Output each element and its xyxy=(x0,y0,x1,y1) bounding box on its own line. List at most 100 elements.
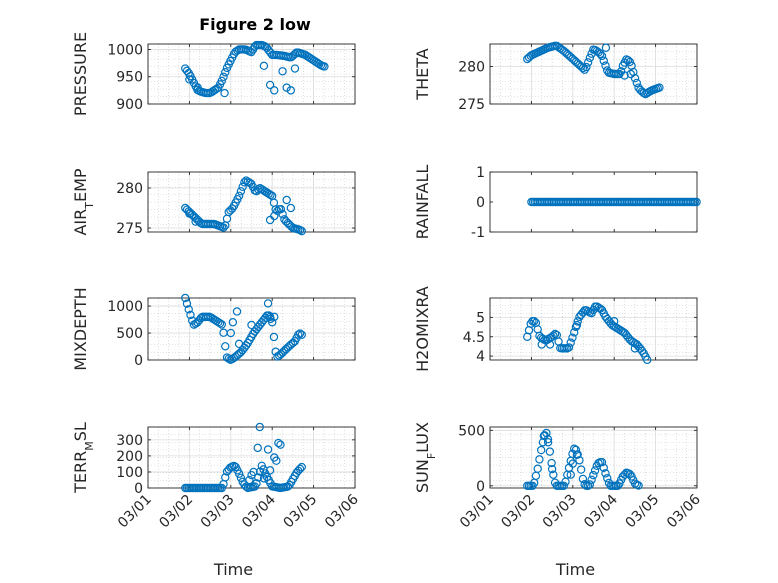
y-tick-label: 100 xyxy=(116,465,143,481)
subplot-pressure: 900 950 1000 PRESSURE xyxy=(71,32,356,116)
y-axis-label: H2OMIXRA xyxy=(413,286,432,372)
data-point xyxy=(547,464,557,474)
data-point xyxy=(282,83,291,92)
data-point xyxy=(601,469,610,478)
data-point xyxy=(535,455,544,464)
data-point xyxy=(221,68,230,77)
data-point xyxy=(286,86,296,95)
series-markers xyxy=(181,293,306,364)
data-point xyxy=(263,445,273,454)
subplot-mixdepth: 0 500 1000 MIXDEPTH xyxy=(71,287,356,371)
y-axis-label: THETA xyxy=(413,48,432,100)
y-tick-label: 0 xyxy=(476,195,485,211)
data-point xyxy=(236,473,246,482)
data-point xyxy=(272,456,281,465)
data-point xyxy=(219,72,228,82)
data-point xyxy=(259,61,269,71)
y-axis-label: RAINFALL xyxy=(413,165,432,240)
data-point xyxy=(626,69,635,79)
data-point xyxy=(630,344,640,353)
y-tick-label: 1000 xyxy=(107,42,143,58)
y-axis-label: SUNFLUX xyxy=(413,422,438,493)
data-point xyxy=(566,470,575,479)
data-point xyxy=(549,331,558,340)
data-point xyxy=(629,67,638,77)
data-point xyxy=(226,328,235,338)
data-point xyxy=(276,440,285,449)
data-point xyxy=(181,293,190,303)
data-point xyxy=(184,305,193,314)
series-markers xyxy=(181,422,306,493)
data-point xyxy=(549,470,558,479)
data-point xyxy=(182,299,192,308)
data-point xyxy=(576,465,586,474)
series-markers xyxy=(181,40,329,98)
data-point xyxy=(215,319,225,328)
y-tick-label: 5 xyxy=(476,310,485,326)
data-point xyxy=(278,67,287,76)
y-tick-label: 900 xyxy=(116,97,143,113)
data-point xyxy=(191,217,200,226)
y-tick-label: 280 xyxy=(116,181,143,197)
data-point xyxy=(589,470,598,480)
y-tick-label: 200 xyxy=(116,449,143,465)
data-point xyxy=(249,467,258,477)
data-point xyxy=(582,62,591,72)
y-tick-label: 4.5 xyxy=(463,330,485,346)
data-point xyxy=(599,56,608,65)
data-point xyxy=(286,203,296,213)
data-point xyxy=(270,211,279,221)
data-point xyxy=(263,299,273,308)
data-point xyxy=(545,447,555,456)
data-point xyxy=(297,462,306,472)
data-point xyxy=(587,475,596,484)
data-point xyxy=(542,428,551,438)
data-point xyxy=(217,76,226,86)
series-markers xyxy=(523,428,643,490)
data-point xyxy=(219,223,228,232)
data-point xyxy=(692,197,701,207)
data-point xyxy=(221,473,230,482)
y-axis-label: AIRTEMP xyxy=(71,168,96,235)
data-point xyxy=(295,329,305,338)
data-point xyxy=(290,64,300,73)
data-point xyxy=(571,445,581,455)
data-point xyxy=(599,463,608,472)
data-point xyxy=(566,338,575,347)
y-tick-label: 280 xyxy=(458,60,485,76)
data-point xyxy=(545,340,555,349)
data-point xyxy=(265,312,275,322)
data-point xyxy=(597,457,607,467)
data-point xyxy=(297,330,306,339)
data-point xyxy=(185,75,194,84)
data-point xyxy=(590,466,600,475)
data-point xyxy=(255,422,264,432)
data-point xyxy=(597,51,607,61)
data-point xyxy=(585,53,595,63)
data-point xyxy=(610,317,619,326)
data-point xyxy=(228,318,238,327)
data-point xyxy=(559,481,568,490)
data-point xyxy=(294,330,303,339)
figure-title: Figure 2 low xyxy=(199,15,311,34)
y-tick-label: 4 xyxy=(476,349,485,365)
data-point xyxy=(601,43,611,52)
data-point xyxy=(578,474,588,484)
data-point xyxy=(295,225,305,235)
data-point xyxy=(575,456,584,465)
data-point xyxy=(578,63,588,73)
y-axis-label: TERRMSL xyxy=(71,422,96,494)
data-point xyxy=(247,320,256,330)
data-point xyxy=(625,57,635,67)
data-point xyxy=(268,318,277,327)
data-point xyxy=(625,470,635,479)
data-point xyxy=(266,190,275,200)
data-point xyxy=(193,83,202,92)
data-point xyxy=(270,312,279,322)
data-point xyxy=(234,339,244,349)
axes-frame xyxy=(489,297,698,361)
data-point xyxy=(278,210,287,219)
series-markers xyxy=(527,197,701,207)
y-tick-label: 0 xyxy=(476,479,485,495)
